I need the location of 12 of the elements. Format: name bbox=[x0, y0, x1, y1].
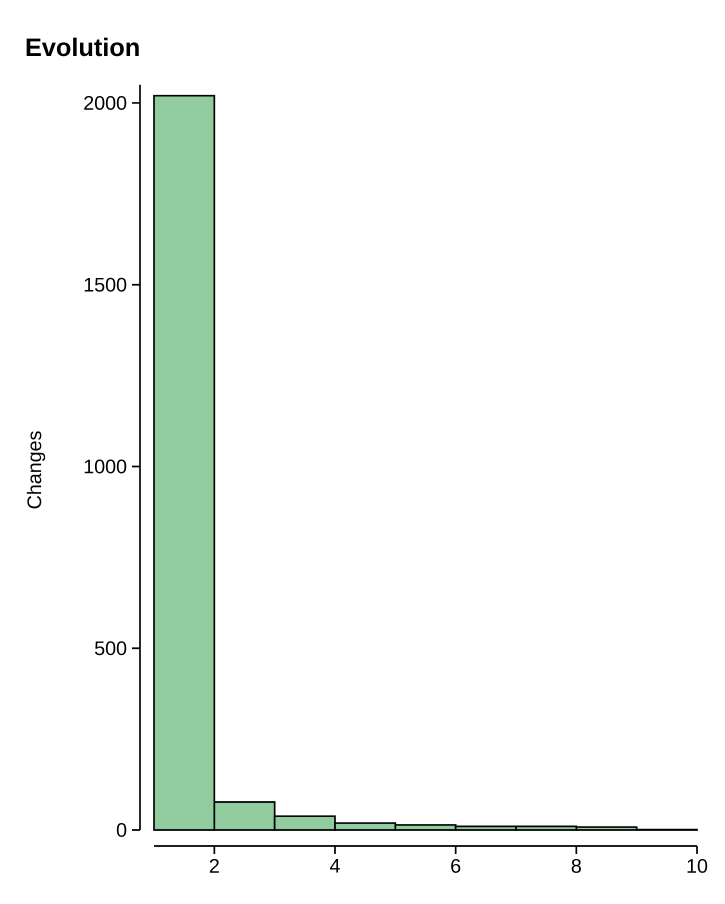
y-tick-label: 0 bbox=[116, 823, 126, 837]
y-tick-label: 500 bbox=[94, 641, 126, 656]
x-tick-label: 6 bbox=[451, 858, 460, 873]
x-tick-label: 10 bbox=[688, 858, 708, 873]
x-tick-label: 4 bbox=[330, 858, 340, 873]
x-tick-label: 2 bbox=[210, 858, 219, 873]
y-tick-label: 1500 bbox=[84, 278, 126, 292]
x-tick-label: 8 bbox=[572, 858, 581, 873]
y-tick-label: 1000 bbox=[84, 460, 126, 474]
y-tick-label: 2000 bbox=[84, 96, 126, 110]
y-axis-title: Changes bbox=[26, 431, 46, 508]
chart-title: Evolution bbox=[26, 38, 139, 56]
